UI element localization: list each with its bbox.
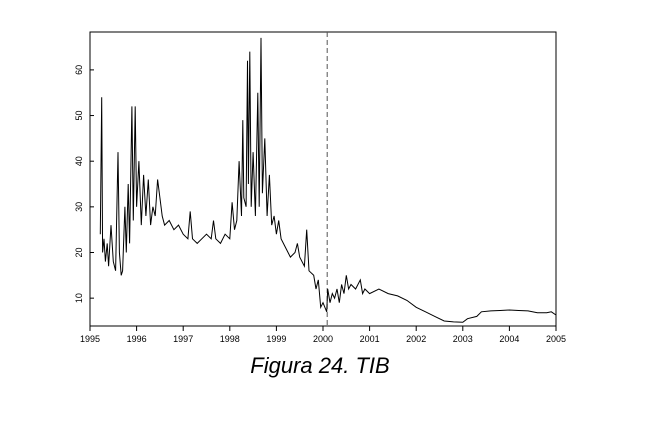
x-tick-label: 2003 [453,334,473,344]
x-tick-label: 1996 [127,334,147,344]
x-tick-label: 2001 [360,334,380,344]
y-tick-label: 50 [74,111,84,121]
chart-title: Figura 24. TIB [250,353,389,378]
plot-frame [89,31,557,327]
series-line [99,37,557,323]
x-tick-label: 2005 [546,334,566,344]
x-tick-label: 1998 [220,334,240,344]
y-tick-label: 60 [74,65,84,75]
x-tick-label: 1999 [266,334,286,344]
x-tick-label: 2000 [313,334,333,344]
x-tick-label: 2004 [499,334,519,344]
y-tick-label: 10 [74,293,84,303]
x-tick-label: 2002 [406,334,426,344]
y-tick-label: 30 [74,202,84,212]
x-tick-label: 1995 [80,334,100,344]
x-tick-label: 1997 [173,334,193,344]
y-tick-label: 20 [74,247,84,257]
y-tick-label: 40 [74,156,84,166]
